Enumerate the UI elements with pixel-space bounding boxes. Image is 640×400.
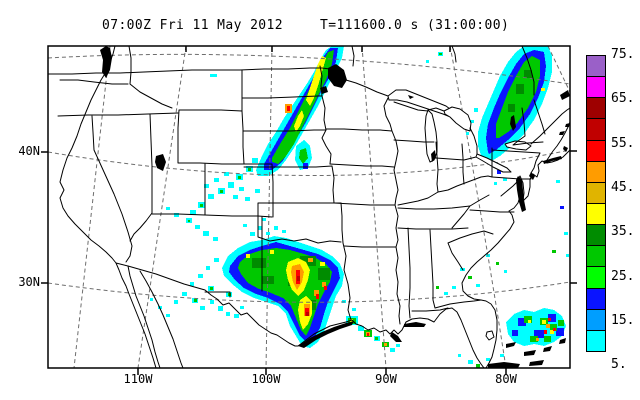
delaware-bay (529, 172, 535, 180)
colorbar-tick-label: 5. (611, 357, 627, 373)
texas-barrier-islands (298, 321, 354, 348)
us-mexico-border (115, 262, 299, 347)
water-bodies-fill (100, 46, 570, 368)
lon-tick-label-80W: 80W (495, 372, 517, 386)
meridian-70w (547, 46, 570, 93)
model-time-label: T=111600.0 s (31:00:00) (320, 18, 510, 33)
colorbar-cell-25-30 (586, 245, 606, 268)
mississippi-delta (390, 322, 426, 342)
echo-texas-complex (150, 218, 344, 348)
colorbar-cell-40-45 (586, 181, 606, 204)
meridian-90w (361, 46, 387, 368)
echo-dakotas-minnesota-band (166, 46, 344, 241)
meridian-120w (73, 46, 111, 368)
colorbar-cell-5-10 (586, 329, 606, 352)
lat-tick-label-40N: 40N (18, 144, 40, 158)
colorbar-cell-15-20 (586, 287, 606, 310)
colorbar-tick-label: 35. (611, 224, 635, 240)
colorbar (586, 55, 606, 352)
great-salt-lake (155, 154, 166, 171)
parallel-40n (48, 149, 570, 176)
new-england-rocks (559, 90, 570, 135)
bahamas-cuba-islands (488, 338, 566, 368)
colorbar-cell-65-70 (586, 76, 606, 99)
colorbar-cell-60-65 (586, 97, 606, 120)
isle-royale (408, 95, 414, 99)
puget-sound (100, 46, 112, 78)
graticule (48, 46, 570, 368)
colorbar-cell-35-40 (586, 202, 606, 226)
colorbar-cell-30-35 (586, 224, 606, 247)
lat-tick-label-30N: 30N (18, 275, 40, 289)
colorbar-tick-label: 15. (611, 312, 635, 328)
florida-east-new-england-coast (461, 121, 570, 368)
parallel-30n (48, 281, 570, 303)
colorbar-tick-label: 55. (611, 135, 635, 151)
lon-tick-label-100W: 100W (251, 372, 281, 386)
meridian-80w (449, 46, 507, 368)
radar-echoes (150, 46, 569, 368)
lake-champlain (510, 115, 516, 131)
colorbar-cell-55-60 (586, 118, 606, 141)
colorbar-cell-45-50 (586, 160, 606, 183)
geography (48, 46, 570, 368)
gulf-atlantic-coast (297, 307, 485, 368)
colorbar-tick-label: 25. (611, 268, 635, 284)
pacific-coast-baja (59, 46, 157, 368)
colorbar-cell-10-15 (586, 308, 606, 331)
canada-border (48, 46, 535, 97)
minnesota-lakes (320, 64, 347, 94)
cape-cod (563, 146, 568, 152)
lon-tick-label-110W: 110W (123, 372, 153, 386)
echo-northeast-blob (466, 46, 552, 185)
colorbar-tick-label: 45. (611, 179, 635, 195)
colorbar-tick-label: 75. (611, 47, 635, 62)
axis-ticks (41, 46, 577, 375)
meridian-110w (137, 46, 187, 368)
echo-atlantic-bahamas-cluster (426, 52, 569, 368)
colorbar-cell-70-75 (586, 55, 606, 78)
valid-time-label: 07:00Z Fri 11 May 2012 (102, 18, 283, 33)
long-island (543, 156, 562, 164)
echo-louisiana-gulf-cells (342, 300, 400, 352)
lake-ontario (504, 140, 532, 151)
lon-tick-label-90W: 90W (375, 372, 397, 386)
meridian-100w (265, 46, 273, 368)
colorbar-cell-50-55 (586, 139, 606, 162)
state-borders (57, 46, 546, 325)
map-frame (41, 45, 577, 375)
upper-peninsula-shore (393, 101, 570, 155)
gulf-of-california (127, 265, 184, 368)
parallel-50n (48, 53, 570, 85)
colorbar-cell-20-25 (586, 266, 606, 289)
lake-huron (443, 106, 472, 132)
lake-okeechobee (485, 330, 495, 341)
colorbar-tick-label: 65. (611, 91, 635, 107)
chesapeake-bay (516, 176, 526, 212)
michigan-tip (431, 150, 436, 162)
